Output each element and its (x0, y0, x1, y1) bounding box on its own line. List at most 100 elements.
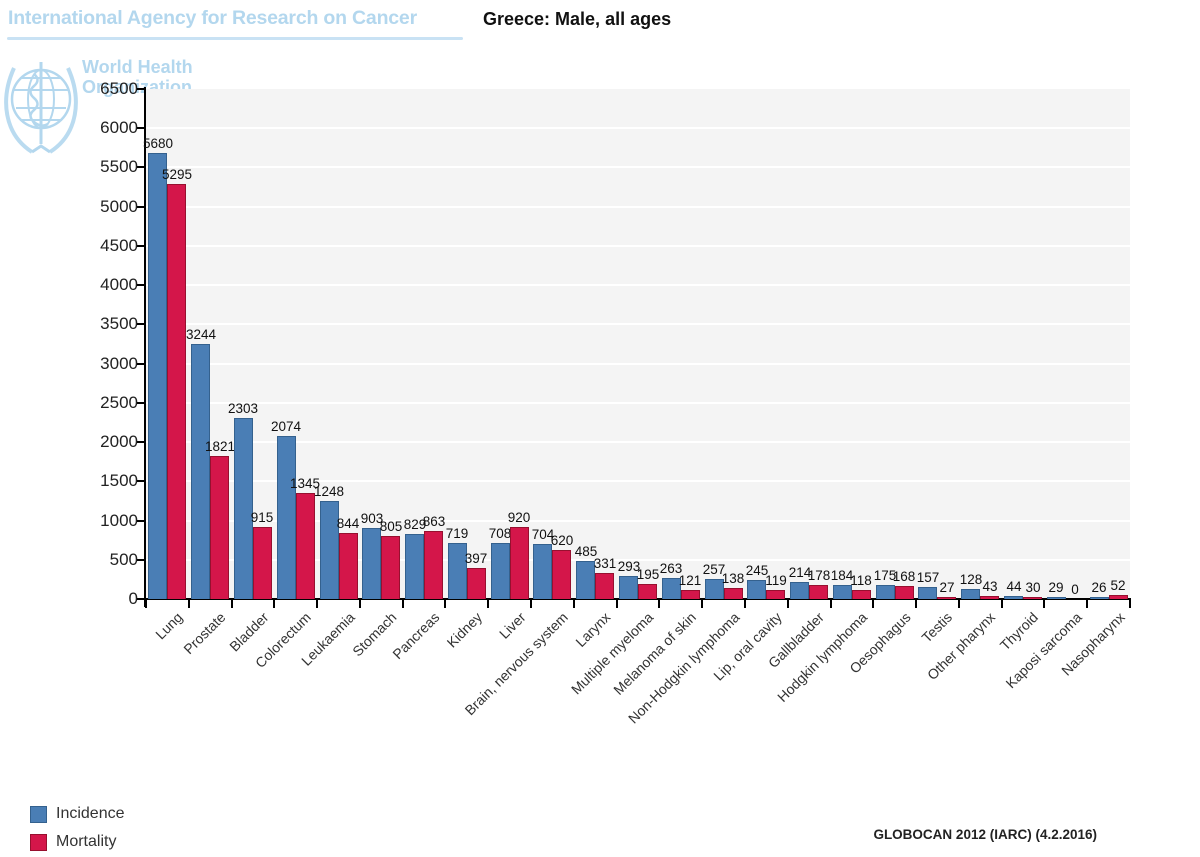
value-label: 1248 (313, 484, 345, 499)
gridline (146, 480, 1130, 482)
gridline (146, 520, 1130, 522)
who-logo-icon (4, 62, 78, 154)
value-label: 157 (916, 570, 940, 585)
category-label: Larynx (572, 609, 614, 651)
bar-mortality (980, 596, 999, 599)
value-label: 30 (1025, 580, 1041, 595)
value-label: 2303 (227, 401, 259, 416)
y-tick-label: 0 (128, 589, 138, 608)
bar-mortality (638, 584, 657, 599)
value-label: 829 (403, 517, 427, 532)
value-label: 118 (850, 573, 872, 588)
y-tick (137, 480, 145, 482)
x-tick (872, 600, 874, 608)
y-tick-label: 5000 (100, 197, 138, 216)
y-tick (137, 245, 145, 247)
value-label: 29 (1048, 580, 1064, 595)
value-label: 5295 (161, 167, 193, 182)
bar-mortality (1109, 595, 1128, 599)
legend-item-incidence: Incidence (30, 803, 125, 825)
gridline (146, 206, 1130, 208)
bar-mortality (339, 533, 358, 599)
x-tick (701, 600, 703, 608)
y-tick (137, 206, 145, 208)
incidence-swatch (30, 805, 47, 823)
bar-mortality (467, 568, 486, 599)
bar-mortality (895, 586, 914, 599)
value-label: 708 (488, 526, 512, 541)
value-label: 119 (765, 573, 787, 588)
x-tick (787, 600, 789, 608)
value-label: 184 (830, 568, 854, 583)
gridline (146, 127, 1130, 129)
bar-mortality (510, 527, 529, 599)
category-label: Liver (495, 609, 529, 642)
value-label: 2074 (270, 419, 302, 434)
x-tick (145, 600, 147, 608)
x-tick (1043, 600, 1045, 608)
value-label: 138 (721, 571, 745, 586)
y-tick-label: 2500 (100, 393, 138, 412)
value-label: 52 (1110, 578, 1126, 593)
iarc-agency-title: International Agency for Research on Can… (8, 7, 417, 29)
legend-label-incidence: Incidence (56, 805, 125, 822)
value-label: 485 (574, 544, 598, 559)
x-tick (188, 600, 190, 608)
value-label: 27 (939, 580, 955, 595)
bar-incidence (961, 589, 980, 599)
value-label: 0 (1071, 582, 1079, 597)
bar-incidence (448, 543, 467, 599)
value-label: 805 (379, 519, 403, 534)
bar-incidence (705, 579, 724, 599)
x-tick (915, 600, 917, 608)
iarc-underline (7, 37, 463, 40)
bar-mortality (852, 590, 871, 599)
y-tick-label: 4500 (100, 236, 138, 255)
x-tick (616, 600, 618, 608)
gridline (146, 441, 1130, 443)
x-axis-line (144, 598, 1131, 600)
value-label: 3244 (185, 327, 217, 342)
x-tick (958, 600, 960, 608)
y-tick-label: 6000 (100, 118, 138, 137)
y-tick (137, 441, 145, 443)
bar-mortality (1023, 597, 1042, 599)
bar-incidence (1090, 597, 1109, 599)
y-tick (137, 598, 145, 600)
value-label: 5680 (142, 136, 174, 151)
legend-item-mortality: Mortality (30, 831, 125, 853)
value-label: 863 (422, 514, 446, 529)
bar-mortality (296, 493, 315, 599)
gridline (146, 323, 1130, 325)
bar-mortality (381, 536, 400, 599)
y-tick (137, 323, 145, 325)
value-label: 178 (807, 568, 831, 583)
x-tick (744, 600, 746, 608)
value-label: 26 (1091, 580, 1107, 595)
category-label: Testis (918, 609, 956, 646)
legend-label-mortality: Mortality (56, 833, 117, 850)
bar-mortality (424, 531, 443, 599)
value-label: 915 (250, 510, 274, 525)
x-tick (444, 600, 446, 608)
value-label: 44 (1006, 579, 1022, 594)
value-label: 1821 (204, 439, 236, 454)
value-label: 195 (636, 567, 660, 582)
y-tick (137, 88, 145, 90)
value-label: 214 (788, 565, 812, 580)
y-tick (137, 284, 145, 286)
x-tick (658, 600, 660, 608)
bar-incidence (1004, 596, 1023, 599)
bar-mortality (937, 597, 956, 599)
bar-mortality (724, 588, 743, 599)
y-tick (137, 166, 145, 168)
y-tick-label: 3000 (100, 354, 138, 373)
bar-incidence (918, 587, 937, 599)
value-label: 43 (982, 579, 998, 594)
y-tick (137, 127, 145, 129)
y-tick-label: 5500 (100, 157, 138, 176)
legend: Incidence Mortality (30, 803, 125, 857)
bar-incidence (277, 436, 296, 599)
value-label: 245 (745, 563, 769, 578)
x-tick (316, 600, 318, 608)
